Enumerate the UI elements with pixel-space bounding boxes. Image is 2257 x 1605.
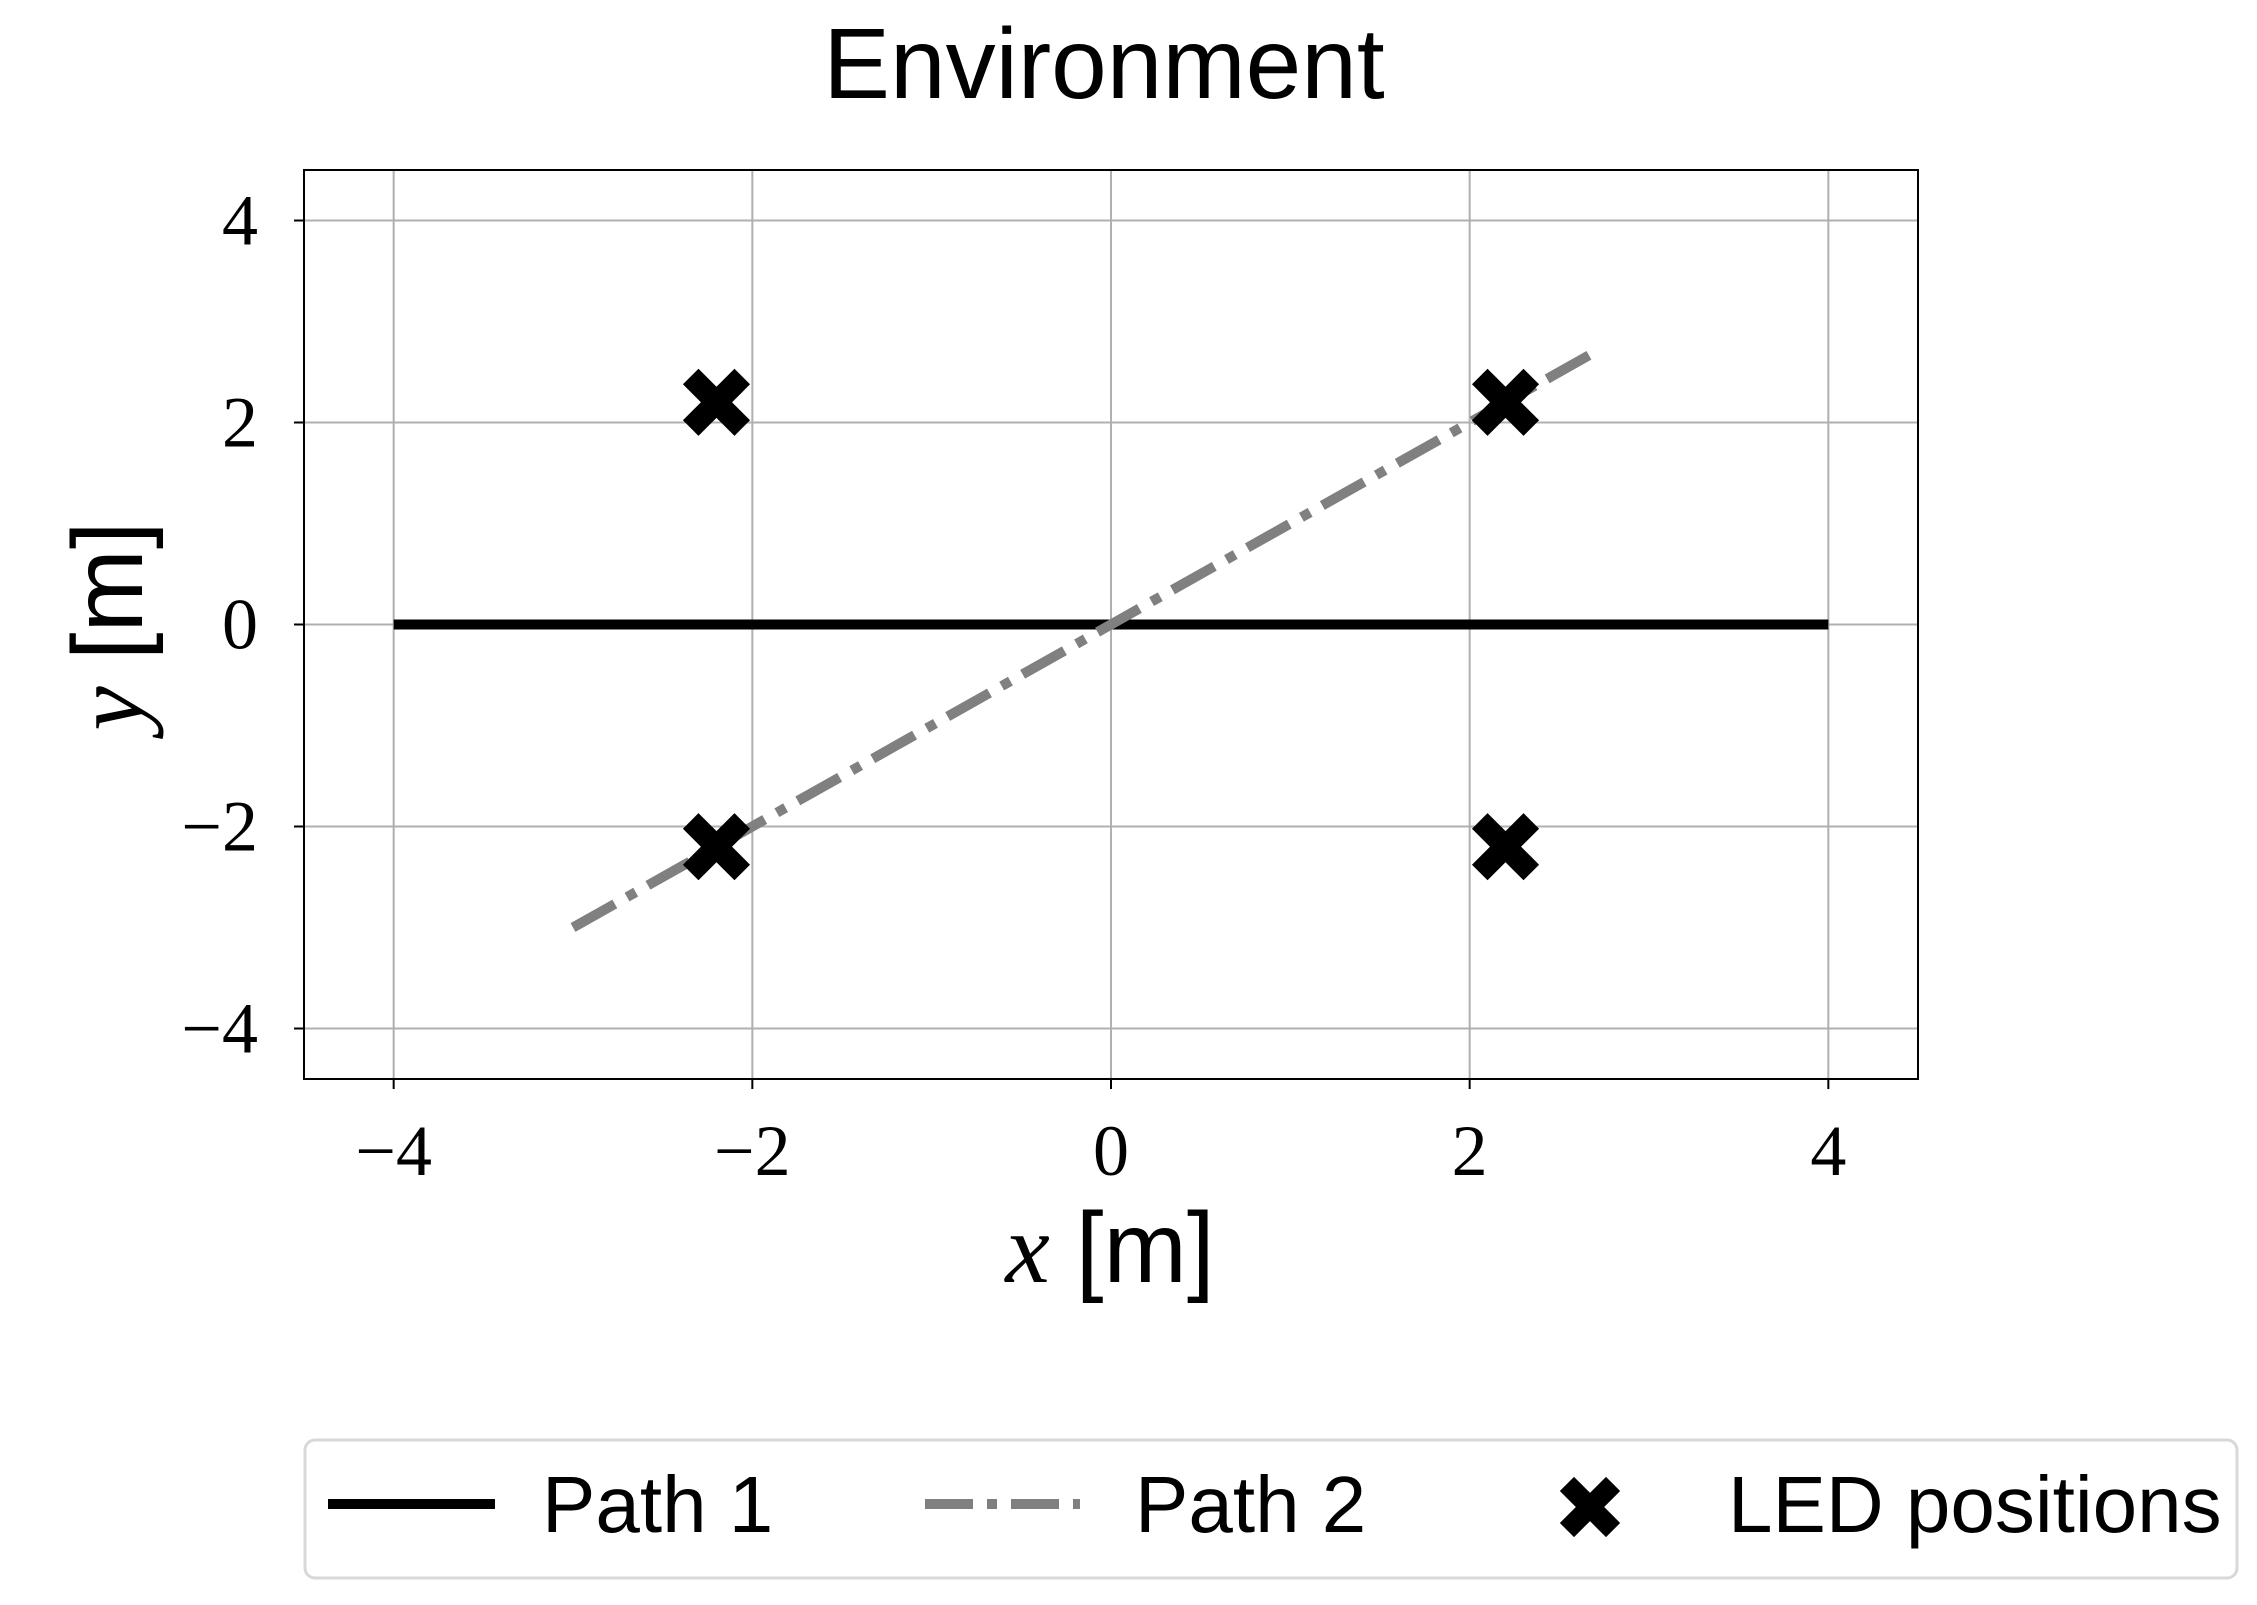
y-tick-label-1: −2 <box>181 787 258 867</box>
led-marker-2 <box>1471 368 1540 436</box>
legend: Path 1 Path 2 LED positions <box>303 1438 2239 1580</box>
led-markers <box>682 368 1540 881</box>
x-tick-label-3: 2 <box>1452 1111 1488 1191</box>
x-tick-label-2: 0 <box>1093 1111 1129 1191</box>
y-tick-label-0: −4 <box>181 989 258 1069</box>
legend-box <box>303 1438 2239 1580</box>
y-tick-label-3: 2 <box>222 383 258 463</box>
x-axis-var: x <box>1003 1193 1049 1304</box>
led-marker-3 <box>682 813 751 881</box>
y-axis-label: y [m] <box>52 521 164 739</box>
legend-swatch-led <box>1559 1476 1621 1538</box>
legend-label-led: LED positions <box>1728 1460 2222 1549</box>
led-marker-4 <box>1471 813 1540 881</box>
led-marker-1 <box>682 368 751 436</box>
x-axis-unit: [m] <box>1076 1192 1215 1304</box>
chart-title: Environment <box>823 8 1385 120</box>
x-tick-label-1: −2 <box>714 1111 791 1191</box>
legend-label-path-1: Path 1 <box>542 1460 773 1549</box>
x-tick-label-0: −4 <box>355 1111 432 1191</box>
y-axis-unit: [m] <box>52 521 164 660</box>
x-axis-label: x [m] <box>1003 1192 1214 1304</box>
y-axis-var: y <box>53 686 164 740</box>
x-tick-label-4: 4 <box>1810 1111 1846 1191</box>
y-tick-label-2: 0 <box>222 585 258 665</box>
y-tick-label-4: 4 <box>222 181 258 261</box>
legend-label-path-2: Path 2 <box>1135 1460 1366 1549</box>
axis-ticks: −4 −2 0 2 4 −4 −2 0 2 4 <box>181 181 1846 1192</box>
